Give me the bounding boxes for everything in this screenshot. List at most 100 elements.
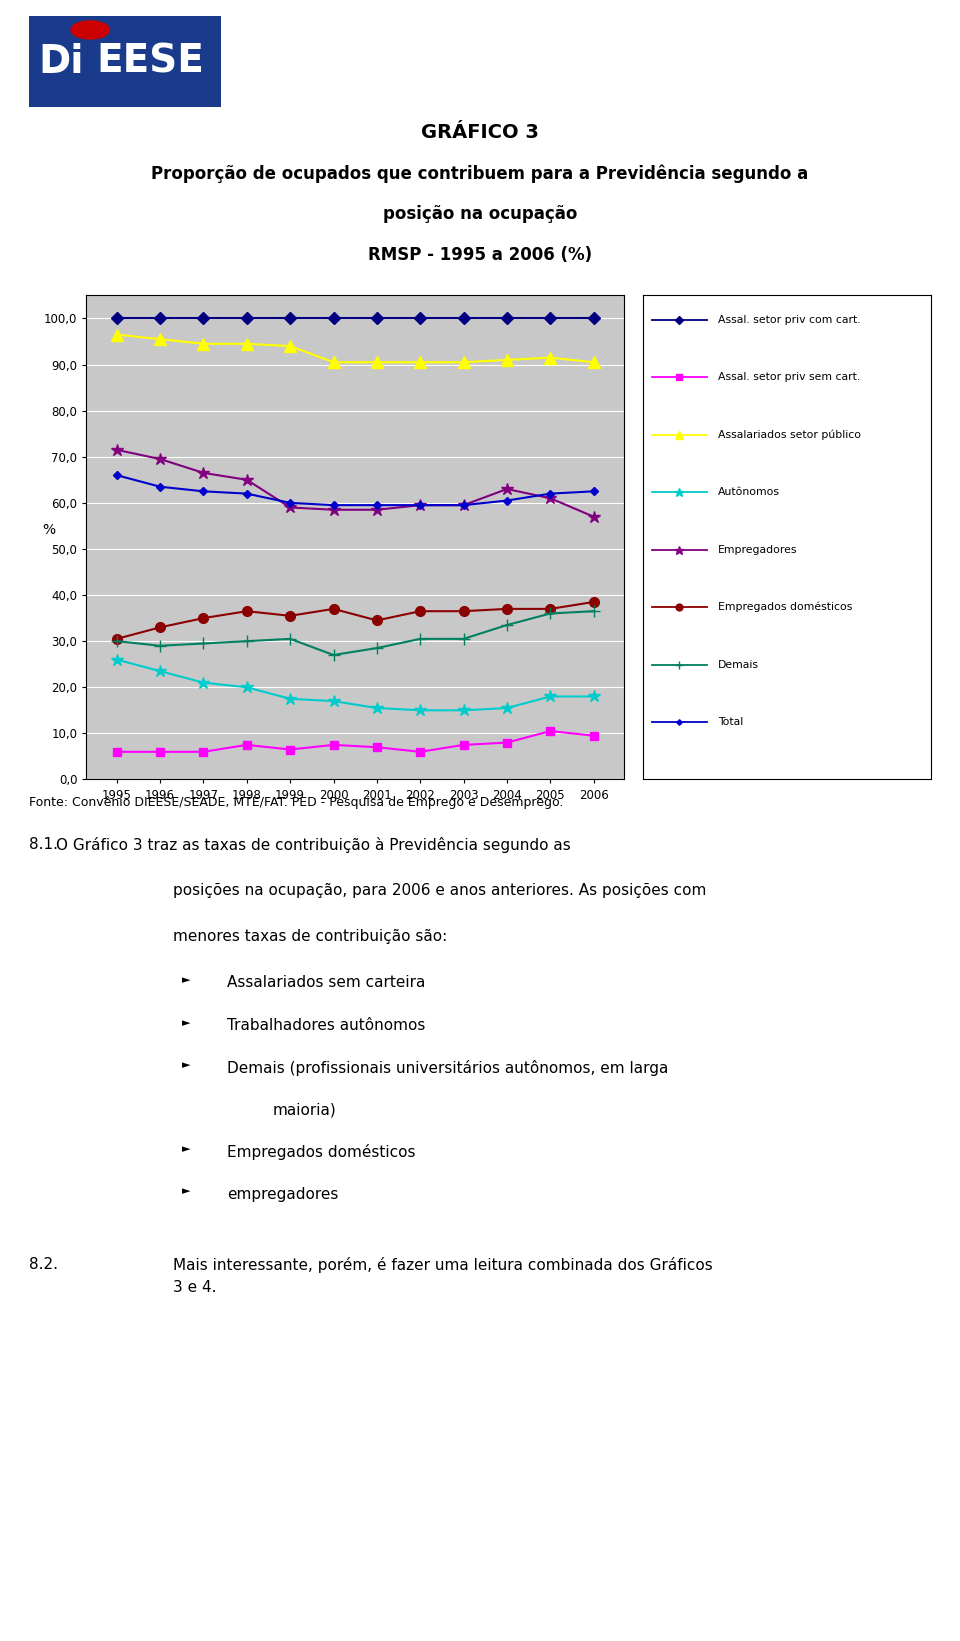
- Empregadores: [327, 501, 339, 520]
- Line: Empregados domésticos: Empregados domésticos: [112, 597, 598, 643]
- Circle shape: [71, 21, 109, 39]
- Empregadores: [458, 496, 469, 515]
- Autônomos: [155, 661, 166, 681]
- Empregadores: [198, 463, 209, 482]
- Text: Di: Di: [38, 43, 84, 80]
- Assal. setor priv com cart.: [241, 309, 252, 328]
- Total: [544, 484, 556, 504]
- Assalariados setor público: [501, 350, 513, 369]
- Text: Autônomos: Autônomos: [718, 487, 780, 497]
- Text: ►: ►: [182, 1144, 191, 1154]
- Text: 5: 5: [924, 1608, 931, 1620]
- Assalariados setor público: [327, 353, 339, 373]
- Assal. setor priv sem cart.: [241, 735, 252, 755]
- Empregados domésticos: [501, 599, 513, 619]
- Demais: [241, 632, 252, 651]
- Empregados domésticos: [111, 629, 123, 648]
- Total: [198, 481, 209, 501]
- Demais: [198, 633, 209, 653]
- Autônomos: [588, 686, 599, 706]
- Empregadores: [241, 469, 252, 489]
- Empregados domésticos: [458, 601, 469, 620]
- Text: Empregadores: Empregadores: [718, 545, 798, 555]
- Demais: [284, 629, 296, 648]
- Empregadores: [501, 479, 513, 499]
- Assal. setor priv com cart.: [372, 309, 383, 328]
- Demais: [155, 637, 166, 656]
- Assal. setor priv com cart.: [415, 309, 426, 328]
- Text: ►: ►: [182, 975, 191, 986]
- Line: Total: Total: [114, 473, 596, 509]
- Assal. setor priv sem cart.: [501, 734, 513, 753]
- Autônomos: [241, 678, 252, 697]
- Assal. setor priv sem cart.: [198, 742, 209, 761]
- Empregados domésticos: [415, 601, 426, 620]
- Assalariados setor público: [458, 353, 469, 373]
- Text: Demais (profissionais universitários autônomos, em larga: Demais (profissionais universitários aut…: [228, 1060, 669, 1076]
- Autônomos: [327, 691, 339, 711]
- Y-axis label: %: %: [42, 523, 56, 537]
- Empregados domésticos: [284, 606, 296, 625]
- Assalariados setor público: [415, 353, 426, 373]
- Total: [501, 491, 513, 510]
- Assal. setor priv sem cart.: [111, 742, 123, 761]
- Line: Demais: Demais: [111, 606, 599, 661]
- Empregados domésticos: [198, 609, 209, 629]
- Text: Total: Total: [718, 717, 743, 727]
- Text: Empregados domésticos: Empregados domésticos: [228, 1144, 416, 1160]
- Demais: [372, 638, 383, 658]
- Total: [458, 496, 469, 515]
- Text: ►: ►: [182, 1060, 191, 1070]
- Assal. setor priv sem cart.: [458, 735, 469, 755]
- Total: [111, 466, 123, 486]
- Assal. setor priv com cart.: [544, 309, 556, 328]
- Total: [372, 496, 383, 515]
- Total: [241, 484, 252, 504]
- Empregados domésticos: [241, 601, 252, 620]
- Text: Fonte: Convênio DIEESE/SEADE, MTE/FAT. PED - Pesquisa de Emprego e Desemprego.: Fonte: Convênio DIEESE/SEADE, MTE/FAT. P…: [29, 796, 564, 809]
- Assalariados setor público: [241, 333, 252, 353]
- Text: menores taxas de contribuição são:: menores taxas de contribuição são:: [173, 929, 447, 944]
- Demais: [588, 601, 599, 620]
- Empregadores: [155, 450, 166, 469]
- Demais: [501, 615, 513, 635]
- Line: Assal. setor priv sem cart.: Assal. setor priv sem cart.: [112, 727, 598, 757]
- Empregadores: [544, 489, 556, 509]
- Text: empregadores: empregadores: [228, 1186, 339, 1201]
- Assal. setor priv sem cart.: [588, 725, 599, 745]
- Assal. setor priv com cart.: [284, 309, 296, 328]
- Assal. setor priv sem cart.: [327, 735, 339, 755]
- Assalariados setor público: [155, 330, 166, 350]
- Text: ►: ►: [182, 1186, 191, 1196]
- Autônomos: [372, 697, 383, 717]
- Line: Empregadores: Empregadores: [110, 443, 600, 523]
- Empregados domésticos: [155, 617, 166, 637]
- Demais: [458, 629, 469, 648]
- Empregados domésticos: [372, 610, 383, 630]
- Line: Assal. setor priv com cart.: Assal. setor priv com cart.: [112, 315, 598, 323]
- Assalariados setor público: [544, 348, 556, 368]
- Text: Mais interessante, porém, é fazer uma leitura combinada dos Gráficos: Mais interessante, porém, é fazer uma le…: [173, 1257, 713, 1273]
- Assal. setor priv com cart.: [458, 309, 469, 328]
- Text: posição na ocupação: posição na ocupação: [383, 205, 577, 223]
- Empregados domésticos: [327, 599, 339, 619]
- Text: 3 e 4.: 3 e 4.: [173, 1280, 217, 1295]
- Line: Autônomos: Autônomos: [110, 653, 600, 717]
- Text: GRÁFICO 3: GRÁFICO 3: [421, 123, 539, 143]
- Assalariados setor público: [588, 353, 599, 373]
- Text: O Gráfico 3 traz as taxas de contribuição à Previdência segundo as: O Gráfico 3 traz as taxas de contribuiçã…: [56, 837, 570, 853]
- Empregadores: [415, 496, 426, 515]
- Assal. setor priv com cart.: [501, 309, 513, 328]
- Empregadores: [588, 507, 599, 527]
- Total: [415, 496, 426, 515]
- Text: 8.1.: 8.1.: [29, 837, 58, 852]
- Text: ►: ►: [182, 1017, 191, 1027]
- Assal. setor priv sem cart.: [372, 737, 383, 757]
- Demais: [415, 629, 426, 648]
- Text: EESE: EESE: [96, 43, 204, 80]
- Assal. setor priv com cart.: [588, 309, 599, 328]
- Text: Transformações no mercado de trabalho e desafios para a Previdência Social no Br: Transformações no mercado de trabalho e …: [193, 1608, 767, 1620]
- Demais: [327, 645, 339, 665]
- Text: Proporção de ocupados que contribuem para a Previdência segundo a: Proporção de ocupados que contribuem par…: [152, 164, 808, 182]
- Text: Assalariados setor público: Assalariados setor público: [718, 430, 861, 440]
